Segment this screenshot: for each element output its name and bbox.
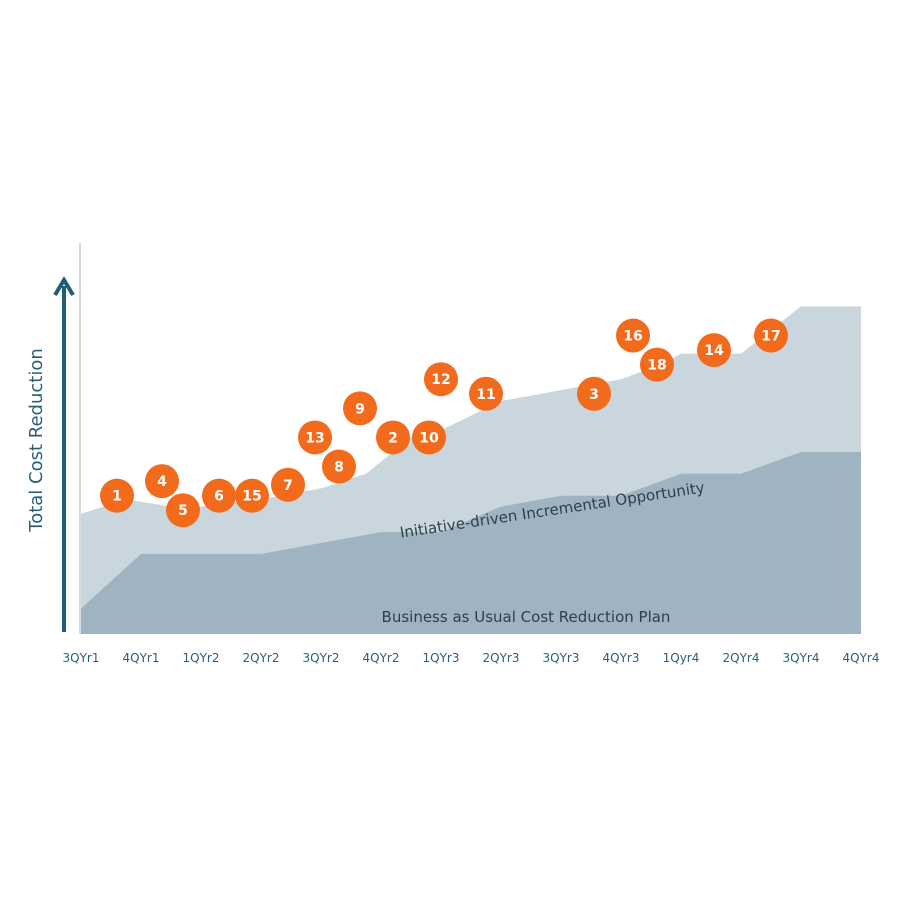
- marker-circle: [412, 420, 446, 455]
- x-tick-label: 4QYr3: [603, 651, 640, 665]
- bau-area-label: Business as Usual Cost Reduction Plan: [382, 608, 671, 626]
- marker-circle: [616, 318, 650, 353]
- marker-circle: [322, 449, 356, 484]
- x-tick-label: 4QYr1: [123, 651, 160, 665]
- marker-circle: [298, 420, 332, 455]
- marker-label: 11: [476, 387, 495, 403]
- marker-label: 16: [623, 329, 642, 345]
- y-axis-arrow-head: [53, 276, 75, 297]
- axes-layer: Total Cost Reduction: [26, 243, 81, 634]
- marker-circle: [469, 376, 503, 411]
- marker-circle: [376, 420, 410, 455]
- initiative-marker-6: 6: [202, 478, 236, 513]
- initiative-marker-4: 4: [145, 464, 179, 499]
- initiative-marker-14: 14: [697, 333, 731, 368]
- marker-label: 9: [355, 401, 365, 417]
- marker-label: 17: [761, 329, 780, 345]
- initiative-marker-2: 2: [376, 420, 410, 455]
- y-axis-label: Total Cost Reduction: [26, 348, 47, 532]
- initiative-marker-8: 8: [322, 449, 356, 484]
- x-tick-label: 3QYr4: [783, 651, 820, 665]
- marker-circle: [640, 347, 674, 382]
- marker-circle: [754, 318, 788, 353]
- initiative-marker-1: 1: [100, 478, 134, 513]
- marker-label: 6: [214, 489, 224, 505]
- marker-circle: [166, 493, 200, 528]
- initiative-marker-9: 9: [343, 391, 377, 426]
- marker-label: 12: [431, 372, 450, 388]
- marker-circle: [100, 478, 134, 513]
- marker-label: 18: [647, 358, 666, 374]
- x-tick-label: 3QYr3: [543, 651, 580, 665]
- x-tick-label: 2QYr3: [483, 651, 520, 665]
- initiative-marker-12: 12: [424, 362, 458, 397]
- x-tick-label: 2QYr2: [243, 651, 280, 665]
- initiative-marker-7: 7: [271, 467, 305, 502]
- initiative-marker-18: 18: [640, 347, 674, 382]
- initiative-marker-16: 16: [616, 318, 650, 353]
- marker-circle: [145, 464, 179, 499]
- marker-label: 7: [283, 478, 293, 494]
- marker-label: 8: [334, 460, 344, 476]
- marker-label: 2: [388, 430, 398, 446]
- initiative-marker-3: 3: [577, 376, 611, 411]
- x-tick-label: 4QYr2: [363, 651, 400, 665]
- initiative-marker-17: 17: [754, 318, 788, 353]
- bau-area: [81, 452, 861, 634]
- marker-circle: [271, 467, 305, 502]
- x-tick-label: 2QYr4: [723, 651, 760, 665]
- marker-circle: [202, 478, 236, 513]
- area-layer: [81, 306, 861, 634]
- marker-label: 15: [242, 489, 261, 505]
- x-tick-labels: 3QYr1 4QYr1 1QYr2 2QYr2 3QYr2 4QYr2 1QYr3 2QYr3…: [63, 651, 880, 665]
- marker-label: 1: [112, 489, 122, 505]
- marker-label: 14: [704, 343, 724, 359]
- x-tick-label: 1QYr3: [423, 651, 460, 665]
- initiative-marker-10: 10: [412, 420, 446, 455]
- x-tick-label: 1Qyr4: [663, 651, 700, 665]
- initiative-marker-5: 5: [166, 493, 200, 528]
- x-tick-label: 1QYr2: [183, 651, 220, 665]
- initiative-marker-13: 13: [298, 420, 332, 455]
- initiative-marker-11: 11: [469, 376, 503, 411]
- x-tick-label: 4QYr4: [843, 651, 880, 665]
- marker-label: 5: [178, 503, 188, 519]
- marker-label: 4: [157, 474, 167, 490]
- marker-circle: [343, 391, 377, 426]
- marker-label: 13: [305, 430, 324, 446]
- x-tick-label: 3QYr2: [303, 651, 340, 665]
- marker-circle: [697, 333, 731, 368]
- marker-circle: [577, 376, 611, 411]
- marker-circle: [235, 478, 269, 513]
- x-tick-label: 3QYr1: [63, 651, 100, 665]
- marker-label: 10: [419, 430, 439, 446]
- marker-circle: [424, 362, 458, 397]
- initiative-marker-15: 15: [235, 478, 269, 513]
- marker-label: 3: [589, 387, 599, 403]
